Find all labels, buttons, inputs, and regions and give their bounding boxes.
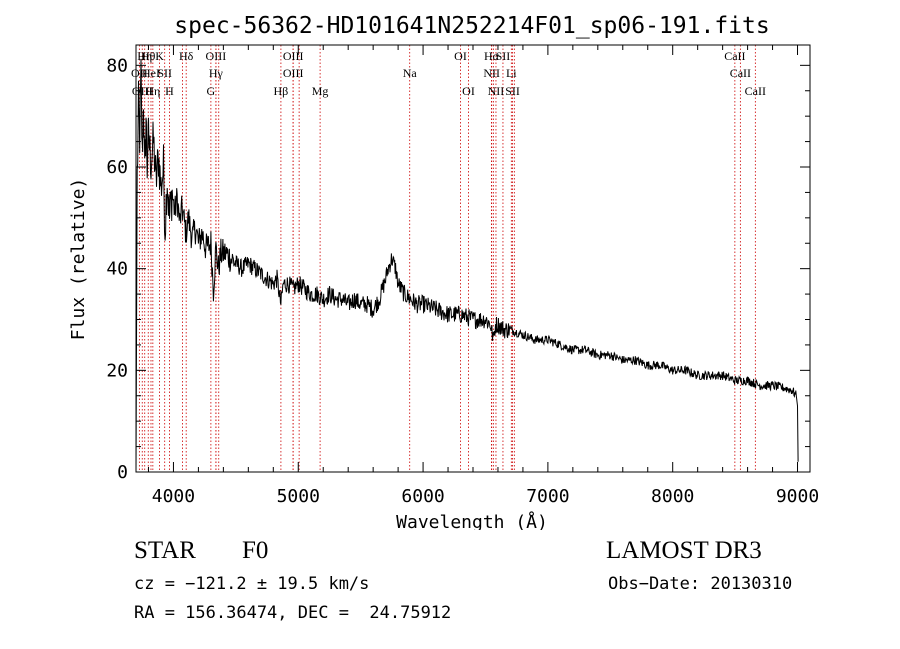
spectral-line-label: Hθ bbox=[141, 49, 156, 63]
spectral-line-markers bbox=[138, 45, 756, 472]
spectral-line-label: OI bbox=[454, 49, 467, 63]
y-tick-label: 0 bbox=[117, 462, 128, 483]
coordinates: RA = 156.36474, DEC = 24.75912 bbox=[134, 603, 452, 623]
spectral-line-label: Na bbox=[403, 66, 418, 80]
spectral-line-label: OIII bbox=[206, 49, 227, 63]
spectral-line-label: OIII bbox=[283, 49, 304, 63]
spectral-line-label: SII bbox=[505, 84, 520, 98]
y-axis-label: Flux (relative) bbox=[68, 178, 89, 341]
spectral-line-label: SII bbox=[496, 49, 511, 63]
spectrum-chart: spec-56362-HD101641N252214F01_sp06-191.f… bbox=[68, 13, 819, 530]
spectral-line-label: CaII bbox=[730, 66, 751, 80]
spectral-line-label: SII bbox=[157, 66, 172, 80]
y-tick-label: 60 bbox=[106, 157, 128, 178]
x-tick-label: 5000 bbox=[277, 486, 320, 507]
spectral-line-label: Hα bbox=[484, 49, 500, 63]
x-tick-label: 7000 bbox=[526, 486, 569, 507]
spectrum-series-line bbox=[135, 58, 799, 473]
spectral-line-label: HeI bbox=[142, 66, 160, 80]
object-class: STAR bbox=[134, 537, 196, 564]
x-axis-ticks: 4000 5000 6000 7000 8000 9000 bbox=[147, 45, 819, 507]
x-tick-label: 9000 bbox=[776, 486, 819, 507]
spectral-line-label: NII bbox=[488, 84, 505, 98]
spectral-line-label: K bbox=[155, 49, 164, 63]
spectral-line-label: Mg bbox=[312, 84, 329, 98]
spectral-line-label: Li bbox=[506, 66, 517, 80]
spectral-line-label: Hη bbox=[145, 84, 160, 98]
chart-title: spec-56362-HD101641N252214F01_sp06-191.f… bbox=[174, 13, 769, 39]
spectral-line-labels: OIIOIIIHηHθHeIHηKSIIHHδGOIIIHγHβOIIIOIII… bbox=[131, 49, 766, 98]
spectral-line-label: CaII bbox=[745, 84, 766, 98]
y-tick-label: 20 bbox=[106, 360, 128, 381]
observation-date: Obs−Date: 20130310 bbox=[608, 574, 793, 594]
spectral-line-label: Hδ bbox=[179, 49, 194, 63]
y-tick-label: 40 bbox=[106, 259, 128, 280]
x-tick-label: 8000 bbox=[651, 486, 694, 507]
spectral-line-label: OIII bbox=[283, 66, 304, 80]
x-axis-label: Wavelength (Å) bbox=[396, 511, 548, 530]
spectral-line-label: NII bbox=[483, 66, 500, 80]
spectral-line-label: OI bbox=[462, 84, 475, 98]
y-tick-label: 80 bbox=[106, 55, 128, 76]
spectral-line-label: CaII bbox=[724, 49, 745, 63]
y-axis-ticks: 0 20 40 60 80 bbox=[106, 55, 810, 483]
spectral-line-label: Hβ bbox=[274, 84, 289, 98]
x-tick-label: 6000 bbox=[401, 486, 444, 507]
spectral-line-label: G bbox=[207, 84, 216, 98]
survey-name: LAMOST DR3 bbox=[606, 537, 762, 564]
spectral-line-label: OII bbox=[131, 66, 148, 80]
spectral-subclass: F0 bbox=[242, 537, 269, 564]
x-tick-label: 4000 bbox=[152, 486, 195, 507]
spectral-line-label: Hγ bbox=[209, 66, 224, 80]
redshift-velocity: cz = −121.2 ± 19.5 km/s bbox=[134, 574, 370, 594]
spectral-line-label: H bbox=[165, 84, 174, 98]
spectral-line-label: OIII bbox=[132, 84, 153, 98]
